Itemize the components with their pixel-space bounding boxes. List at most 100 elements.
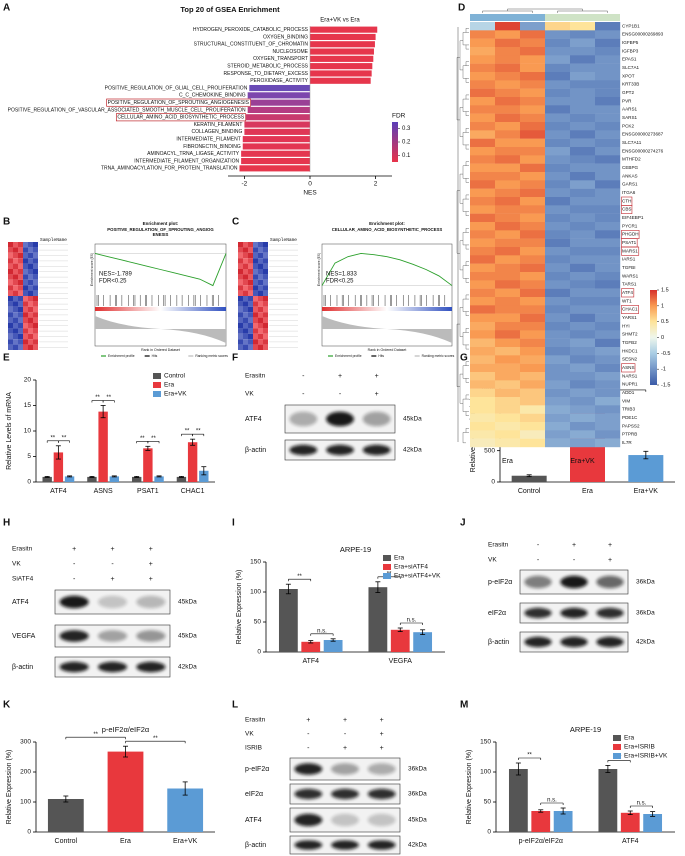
rank-strip bbox=[95, 307, 226, 311]
heatmap-cell bbox=[263, 339, 268, 345]
category-label: C_C_CHEMOKINE_BINDING bbox=[179, 93, 246, 99]
heatmap-cell bbox=[570, 72, 596, 81]
heatmap-cell bbox=[238, 263, 243, 269]
error-bar bbox=[55, 445, 61, 460]
y-tick-label: 0 bbox=[491, 479, 495, 486]
column-dendrogram bbox=[482, 8, 608, 13]
gene-label: PSAT1 bbox=[622, 240, 637, 245]
heatmap-cell bbox=[495, 380, 521, 389]
band bbox=[560, 575, 588, 589]
condition-mark: + bbox=[306, 717, 310, 724]
protein-label: p-eIF2α bbox=[245, 766, 269, 773]
y-tick-label: 100 bbox=[250, 589, 261, 596]
heatmap-cell bbox=[470, 305, 496, 314]
size-label: 42kDa bbox=[403, 447, 422, 454]
bar bbox=[47, 799, 84, 832]
heatmap-cell bbox=[545, 247, 571, 256]
heatmap-cell bbox=[248, 263, 253, 269]
legend-label: Era+ISRIB+VK bbox=[624, 753, 668, 760]
error-bar bbox=[44, 475, 50, 478]
heatmap-cell bbox=[33, 279, 38, 286]
y-tick-label: 0 bbox=[27, 829, 31, 836]
band bbox=[560, 607, 588, 619]
error-bar bbox=[605, 765, 611, 773]
panel-label: G bbox=[460, 353, 468, 364]
bar bbox=[508, 769, 528, 832]
dendrogram bbox=[465, 428, 469, 433]
plot-subtitle: POSITIVE_REGULATION_OF_SPROUTING_ANGIOG bbox=[107, 227, 214, 232]
dendrogram bbox=[456, 190, 460, 254]
band bbox=[294, 813, 323, 827]
heatmap-cell bbox=[495, 388, 521, 398]
error-bar bbox=[285, 583, 291, 595]
heatmap-cell bbox=[28, 274, 33, 280]
heatmap-cell bbox=[258, 306, 263, 313]
heatmap-cell bbox=[238, 247, 243, 253]
category-label: INTERMEDIATE_FILAMENT_ORGANIZATION bbox=[134, 158, 239, 164]
heatmap-cell bbox=[13, 258, 18, 264]
heatmap-cell bbox=[520, 38, 546, 48]
band bbox=[326, 411, 354, 427]
size-label: 42kDa bbox=[408, 842, 427, 849]
heatmap-cell bbox=[495, 155, 521, 164]
heatmap-cell bbox=[243, 274, 248, 280]
heatmap-cell bbox=[545, 113, 571, 123]
heatmap-cell bbox=[8, 344, 13, 350]
heatmap-cell bbox=[28, 323, 33, 329]
heatmap-cell bbox=[13, 274, 18, 280]
bar bbox=[598, 769, 618, 832]
heatmap-cell bbox=[18, 263, 23, 269]
heatmap-cell bbox=[470, 38, 496, 48]
significance-label: n.s. bbox=[407, 618, 417, 624]
heatmap-cell bbox=[570, 347, 596, 356]
plot-frame bbox=[321, 243, 453, 347]
heatmap-cell bbox=[238, 344, 243, 350]
heatmap-cell bbox=[495, 147, 521, 156]
heatmap-cell bbox=[258, 339, 263, 345]
heatmap-cell bbox=[243, 247, 248, 253]
error-bar bbox=[67, 475, 73, 478]
heatmap-cell bbox=[595, 55, 621, 64]
heatmap-cell bbox=[570, 155, 596, 164]
heatmap-cell bbox=[18, 247, 23, 253]
heatmap-cell bbox=[253, 242, 258, 248]
heatmap-cell bbox=[520, 313, 546, 323]
heatmap-cell bbox=[545, 405, 571, 414]
heatmap-cell bbox=[595, 197, 621, 206]
heatmap-cell bbox=[258, 258, 263, 264]
category-label: COLLAGEN_BINDING bbox=[192, 129, 243, 135]
highlight-box bbox=[621, 205, 633, 214]
heatmap-cell bbox=[520, 138, 546, 148]
heatmap-cell bbox=[253, 301, 258, 307]
gene-label: PAPSS2 bbox=[622, 423, 640, 428]
dendrogram bbox=[465, 161, 469, 166]
gene-label: ASNS bbox=[622, 365, 635, 370]
heatmap-cell bbox=[13, 242, 18, 248]
heatmap-cell bbox=[570, 372, 596, 381]
heatmap-cell bbox=[495, 230, 521, 239]
gene-label: ATF4 bbox=[622, 290, 633, 295]
bar bbox=[244, 128, 310, 135]
heatmap-cell bbox=[570, 405, 596, 414]
x-tick-label: ATF4 bbox=[622, 838, 639, 845]
category-label: RESPONSE_TO_DIETARY_EXCESS bbox=[224, 71, 309, 77]
protein-label: ATF4 bbox=[245, 817, 262, 824]
dendrogram bbox=[465, 411, 469, 416]
heatmap-cell bbox=[495, 238, 521, 248]
dendrogram bbox=[462, 132, 466, 146]
heatmap-cell bbox=[570, 30, 596, 39]
band bbox=[367, 763, 396, 775]
heatmap-cell bbox=[470, 363, 496, 373]
heatmap-cell bbox=[8, 269, 13, 275]
heatmap-cell bbox=[595, 113, 621, 123]
heatmap-cell bbox=[8, 252, 13, 259]
chart-title: Top 20 of GSEA Enrichment bbox=[180, 5, 280, 14]
heatmap-cell bbox=[470, 355, 496, 364]
y-axis-label: Relative Expression (%) bbox=[236, 570, 243, 645]
legend-label: Era+siATF4+VK bbox=[394, 573, 441, 580]
heatmap-cell bbox=[570, 280, 596, 289]
condition-label: VK bbox=[245, 391, 254, 398]
condition-mark: - bbox=[307, 731, 310, 738]
bar bbox=[247, 92, 310, 99]
gene-label: XPOT bbox=[622, 73, 635, 78]
